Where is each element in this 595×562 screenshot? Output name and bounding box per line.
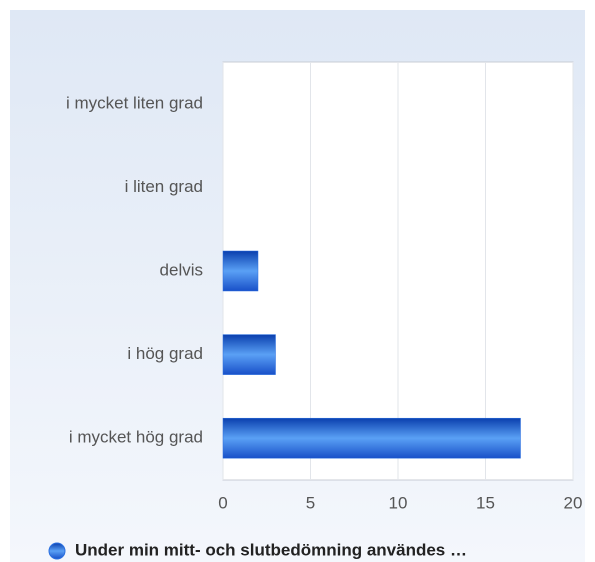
- y-tick-label: i hög grad: [127, 344, 203, 363]
- y-tick-label: i liten grad: [125, 177, 203, 196]
- x-tick-label: 10: [389, 493, 408, 512]
- legend-marker: [48, 542, 66, 560]
- bar: [222, 250, 259, 292]
- y-tick-label: i mycket hög grad: [69, 428, 203, 447]
- x-tick-label: 20: [564, 493, 583, 512]
- bar: [222, 417, 521, 459]
- x-tick-label: 15: [476, 493, 495, 512]
- x-tick-label: 5: [306, 493, 315, 512]
- y-tick-label: i mycket liten grad: [66, 93, 203, 112]
- bar: [222, 334, 276, 375]
- legend-label: Under min mitt- och slutbedömning använd…: [75, 540, 467, 559]
- x-tick-label: 0: [218, 493, 227, 512]
- y-tick-label: delvis: [160, 260, 203, 279]
